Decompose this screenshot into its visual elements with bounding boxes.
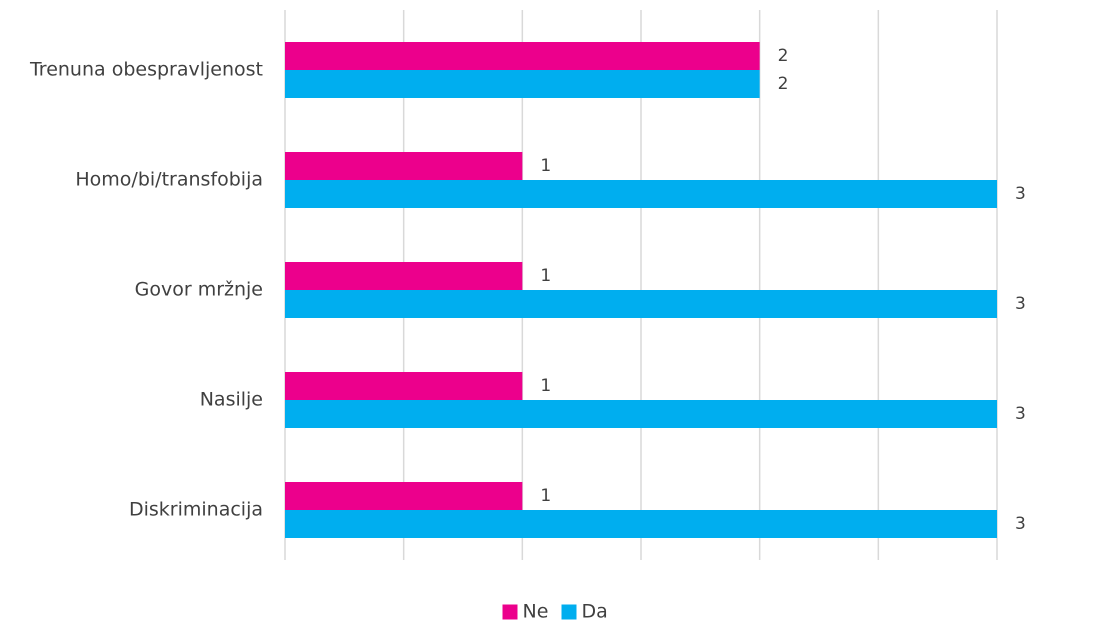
data-label: 1 [540, 376, 551, 396]
data-label: 2 [778, 74, 789, 94]
legend: Ne Da [502, 601, 608, 623]
category-label: Nasilje [200, 389, 263, 411]
bar-ne [285, 372, 523, 400]
labels-layer: Trenuna obespravljenost 2 2 Homo/bi/transfo… [29, 46, 1026, 534]
data-label: 3 [1015, 514, 1026, 534]
bar-ne [285, 262, 523, 290]
data-label: 2 [778, 46, 789, 66]
bar-da [285, 510, 997, 538]
data-label: 1 [540, 266, 551, 286]
category-label: Homo/bi/transfobija [75, 169, 263, 191]
legend-swatch-ne [502, 604, 518, 620]
legend-label: Da [582, 601, 608, 623]
category-label: Govor mržnje [135, 279, 263, 301]
bar-da [285, 180, 997, 208]
data-label: 3 [1015, 404, 1026, 424]
legend-label: Ne [523, 601, 549, 623]
bar-da [285, 70, 760, 98]
bar-da [285, 290, 997, 318]
data-label: 1 [540, 486, 551, 506]
bar-da [285, 400, 997, 428]
category-label: Trenuna obespravljenost [29, 59, 263, 81]
data-label: 3 [1015, 184, 1026, 204]
bars-layer [285, 42, 997, 538]
legend-swatch-da [561, 604, 577, 620]
data-label: 3 [1015, 294, 1026, 314]
bar-ne [285, 152, 523, 180]
bar-ne [285, 482, 523, 510]
category-label: Diskriminacija [129, 499, 263, 521]
bar-ne [285, 42, 760, 70]
data-label: 1 [540, 156, 551, 176]
